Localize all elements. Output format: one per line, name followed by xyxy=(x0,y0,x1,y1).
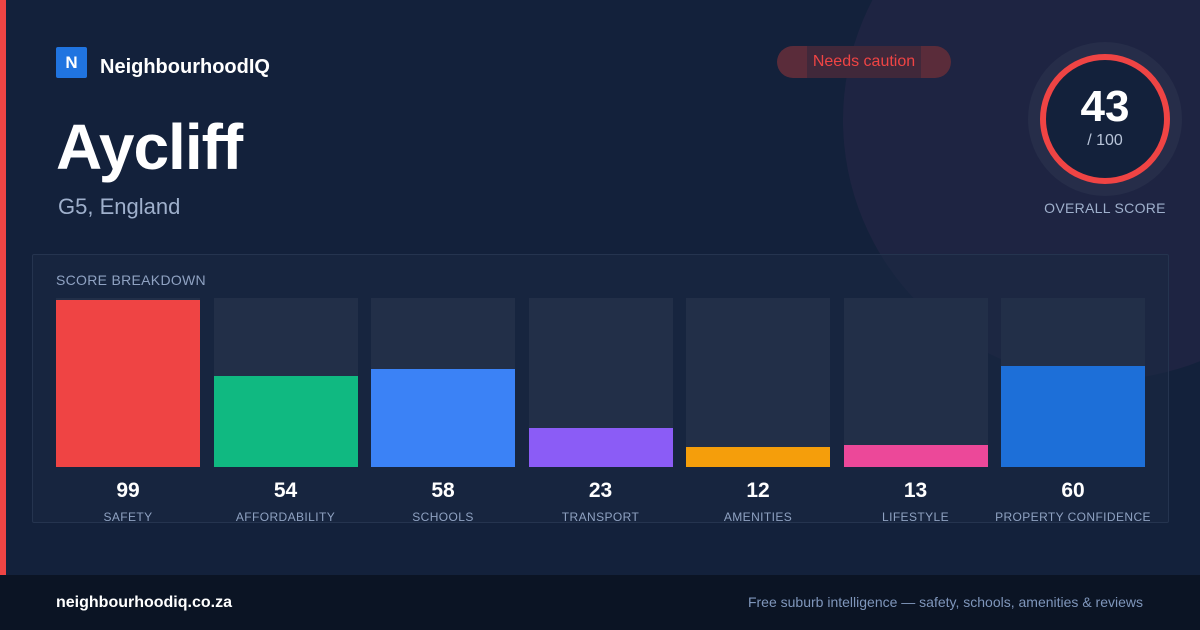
category-bar-fill xyxy=(528,428,673,467)
category-bar-track xyxy=(843,298,988,467)
category-bar-fill xyxy=(843,445,988,467)
category-bar-track xyxy=(213,298,358,467)
category-label: TRANSPORT xyxy=(561,510,640,524)
category-value: 12 xyxy=(746,479,770,502)
score-breakdown-panel: SCORE BREAKDOWN 99 SAFETY 54 AFFORDABILITY 5… xyxy=(32,254,1169,524)
overall-score-value: 43 xyxy=(1080,82,1130,131)
category-value: 23 xyxy=(588,479,613,502)
category-label: AFFORDABILITY xyxy=(235,510,336,524)
overall-score-gauge: 43 / 100 xyxy=(1028,42,1182,196)
category-label: SAFETY xyxy=(103,510,153,524)
status-badge: Needs caution xyxy=(777,46,951,78)
status-badge-label: Needs caution xyxy=(812,53,916,70)
category-label: AMENITIES xyxy=(723,510,793,524)
category-value: 58 xyxy=(431,479,455,502)
footer: neighbourhoodiq.co.za Free suburb intell… xyxy=(0,575,1200,630)
category-bar-track xyxy=(528,298,673,467)
badge-cap-left xyxy=(777,46,807,78)
category-bar-fill xyxy=(213,376,358,467)
brand-name: NeighbourhoodIQ xyxy=(100,56,270,78)
overall-score-max: / 100 xyxy=(1087,132,1123,149)
category-label: SCHOOLS xyxy=(412,510,474,524)
badge-cap-right xyxy=(921,46,951,78)
overall-score-label: OVERALL SCORE xyxy=(1044,200,1166,216)
area-location: G5, England xyxy=(58,194,181,219)
logo-icon: N xyxy=(56,47,87,78)
category-bar-fill xyxy=(1001,366,1145,467)
score-ring-icon xyxy=(1028,42,1182,196)
category-value: 13 xyxy=(903,479,928,502)
category-bar-track xyxy=(686,298,830,467)
category-label: LIFESTYLE xyxy=(882,510,949,524)
brand[interactable]: N NeighbourhoodIQ xyxy=(56,46,270,79)
status-accent-bar xyxy=(0,0,6,575)
footer-url-link[interactable]: neighbourhoodiq.co.za xyxy=(56,594,232,611)
breakdown-title: SCORE BREAKDOWN xyxy=(56,272,206,288)
category-value: 99 xyxy=(116,479,140,502)
category-bar-fill xyxy=(371,369,515,467)
category-bar-track xyxy=(56,298,200,467)
category-bar-fill xyxy=(56,300,200,467)
category-bar-track xyxy=(1001,298,1145,467)
category-value: 60 xyxy=(1061,479,1085,502)
category-bar-track xyxy=(371,298,515,467)
category-label: PROPERTY CONFIDENCE xyxy=(995,510,1151,524)
footer-tagline: Free suburb intelligence — safety, schoo… xyxy=(747,594,1143,610)
category-value: 54 xyxy=(273,479,298,502)
hero-card: N NeighbourhoodIQ Aycliff G5, England Ne… xyxy=(0,0,1200,575)
area-title: Aycliff xyxy=(56,111,243,183)
category-bar-fill xyxy=(686,447,830,467)
